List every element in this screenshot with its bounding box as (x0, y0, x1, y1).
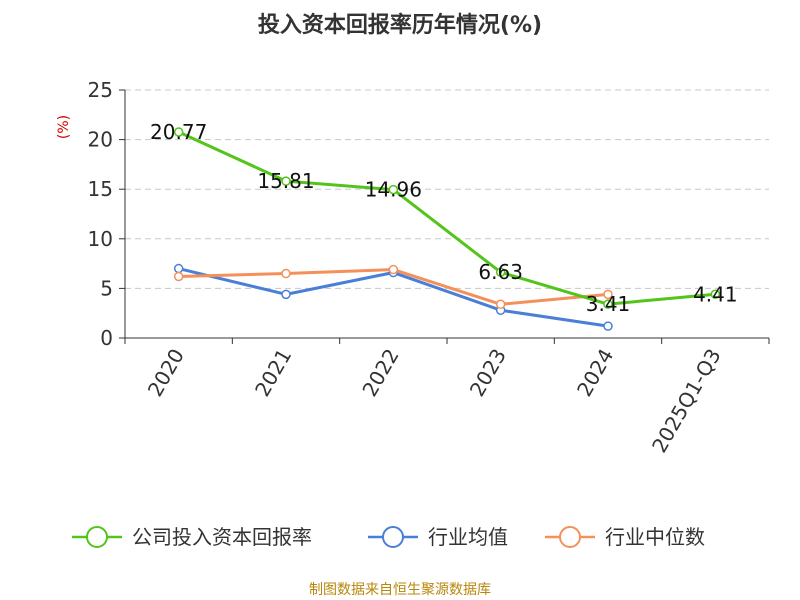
data-point (281, 268, 291, 279)
legend-marker (86, 526, 108, 548)
legend-marker (559, 526, 581, 548)
x-tick-label: 2024 (572, 345, 618, 401)
data-point (173, 263, 184, 274)
legend-marker (382, 526, 404, 548)
x-tick-label: 2025Q1-Q3 (647, 345, 726, 457)
data-label: 6.63 (478, 260, 523, 284)
y-axis-label: (%) (56, 115, 72, 139)
data-point (710, 289, 721, 300)
gridlines (125, 89, 769, 289)
legend-item: 行业均值 (368, 525, 508, 549)
legend-label: 行业均值 (428, 525, 508, 549)
y-tick-label: 20 (88, 128, 113, 152)
series-layer (173, 127, 721, 331)
data-point (495, 299, 506, 310)
data-point (388, 184, 399, 195)
y-tick-label: 5 (100, 276, 113, 300)
y-tick-label: 25 (88, 78, 113, 102)
source-note: 制图数据来自恒生聚源数据库 (309, 582, 491, 598)
x-tick-label: 2021 (250, 345, 296, 401)
chart-title: 投入资本回报率历年情况(%) (258, 12, 542, 38)
data-point (603, 289, 613, 300)
x-tick-label: 2022 (357, 345, 403, 401)
data-point (603, 299, 613, 309)
data-label: 3.41 (586, 292, 631, 316)
legend-item: 行业中位数 (545, 525, 705, 549)
data-point (495, 267, 506, 277)
y-tick-label: 0 (100, 326, 113, 350)
x-tick-label: 2023 (465, 345, 511, 401)
legend-label: 行业中位数 (605, 525, 705, 549)
data-labels: 20.77 15.81 14.96 6.63 3.41 4.41 (150, 120, 738, 316)
data-label: 4.41 (693, 282, 738, 306)
legend-label: 公司投入资本回报率 (132, 525, 312, 549)
data-label: 20.77 (150, 120, 207, 144)
legend: 公司投入资本回报率 行业均值 行业中位数 (72, 525, 705, 549)
x-tick-label: 2020 (143, 345, 189, 401)
series-line (178, 130, 716, 306)
legend-item: 公司投入资本回报率 (72, 525, 312, 549)
data-point (281, 176, 291, 186)
data-label: 15.81 (257, 169, 314, 193)
y-tick-label: 15 (88, 177, 113, 201)
data-point (388, 264, 399, 275)
data-label: 14.96 (365, 178, 422, 202)
y-tick-label: 10 (88, 227, 113, 251)
data-point (173, 271, 184, 282)
data-point (173, 127, 184, 137)
data-point (603, 321, 613, 331)
data-point (281, 289, 291, 300)
